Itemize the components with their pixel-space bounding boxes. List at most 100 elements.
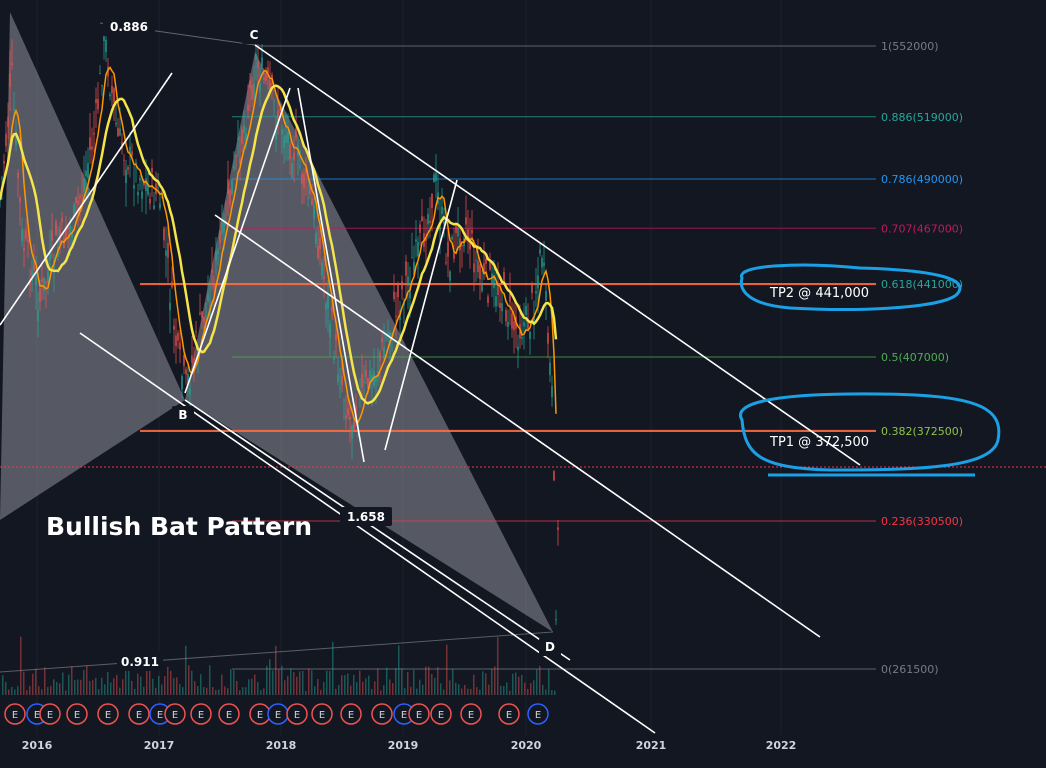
candle-body [525, 306, 527, 316]
candle-body [227, 179, 229, 195]
volume-bar [500, 685, 502, 695]
candle-body [207, 294, 209, 301]
candle-body [151, 167, 153, 173]
candle-body [483, 263, 485, 273]
trendline-channel-mid [214, 214, 821, 638]
earnings-marker-label-20: E [506, 710, 512, 721]
volume-bar [251, 678, 253, 695]
trendline-channel-base [184, 399, 571, 661]
volume-bar [218, 689, 220, 695]
volume-bar [278, 669, 280, 695]
volume-bar [323, 682, 325, 695]
candle-body [13, 108, 15, 111]
candle-body [171, 281, 173, 288]
volume-bar [407, 671, 409, 695]
candle-body [175, 335, 177, 347]
earnings-marker-label-0: E [12, 710, 18, 721]
candle-body [93, 132, 95, 135]
volume-bar [92, 680, 94, 695]
volume-bar [359, 670, 361, 695]
volume-bar [536, 669, 538, 695]
candle-body [465, 217, 467, 225]
candle-body [369, 370, 371, 385]
candle-body [323, 276, 325, 279]
volume-bar [113, 678, 115, 695]
volume-bar [551, 690, 553, 695]
volume-bar [110, 682, 112, 695]
tp1-circle [739, 392, 1001, 477]
volume-bar [239, 690, 241, 695]
candle-body [443, 221, 445, 224]
candle-body [229, 189, 231, 205]
candle-body [299, 166, 301, 168]
candle-body [415, 239, 417, 242]
candle-body [147, 183, 149, 195]
candle-body [303, 173, 305, 189]
earnings-marker-label-18: E [438, 710, 444, 721]
volume-bar [233, 670, 235, 695]
candle-body [311, 198, 313, 206]
volume-bar [53, 679, 55, 695]
candle-body [187, 373, 189, 384]
pattern-triangle-bcd [185, 52, 553, 632]
candle-body [521, 337, 523, 339]
volume-bar [365, 678, 367, 695]
volume-bar [497, 637, 499, 695]
candle-body [409, 286, 411, 299]
volume-bar [386, 667, 388, 695]
candle-body [3, 160, 5, 164]
candle-body [99, 73, 101, 75]
candle-body [109, 94, 111, 97]
volume-bar [86, 665, 88, 695]
candle-body [419, 224, 421, 233]
volume-bar [524, 682, 526, 695]
candle-body [91, 146, 93, 150]
candle-body [411, 257, 413, 259]
volume-bar [137, 673, 139, 695]
earnings-marker-label-1: E [34, 710, 40, 721]
volume-bar [518, 676, 520, 695]
volume-bar [161, 684, 163, 695]
earnings-marker-17 [408, 703, 430, 725]
point-c-label: C [250, 28, 259, 42]
candle-body [537, 275, 539, 289]
volume-bar [200, 674, 202, 695]
volume-bar [476, 687, 478, 695]
volume-bar [209, 665, 211, 695]
tp1-label: TP1 @ 372,500 [769, 435, 869, 450]
volume-bar [380, 690, 382, 695]
candle-body [179, 342, 181, 350]
candle-body [397, 284, 399, 298]
candle-body [253, 84, 255, 99]
candle-body [511, 313, 513, 329]
candle-body [243, 125, 245, 134]
volume-bar [431, 674, 433, 695]
candle-body [401, 281, 403, 290]
candle-body [183, 355, 185, 366]
volume-bar [446, 644, 448, 695]
candle-body [389, 332, 391, 346]
earnings-marker-19 [460, 703, 482, 725]
candle-body [535, 291, 537, 294]
candle-body [65, 226, 67, 239]
candle-body [79, 196, 81, 199]
x-tick-label-2021: 2021 [636, 739, 667, 752]
volume-bar [410, 686, 412, 695]
candle-body [167, 242, 169, 258]
volume-bar [38, 686, 40, 695]
volume-bar [17, 686, 19, 695]
candle-body [343, 400, 345, 402]
earnings-marker-label-6: E [157, 710, 163, 721]
candle-body [529, 331, 531, 339]
candle-body [113, 88, 115, 103]
point-b-label: B [178, 408, 187, 422]
volume-bar [62, 672, 64, 695]
candle-body [45, 281, 47, 284]
candle-body [241, 129, 243, 144]
volume-bar [392, 683, 394, 695]
candle-body [491, 273, 493, 285]
candle-body [249, 80, 251, 89]
volume-bar [191, 670, 193, 695]
